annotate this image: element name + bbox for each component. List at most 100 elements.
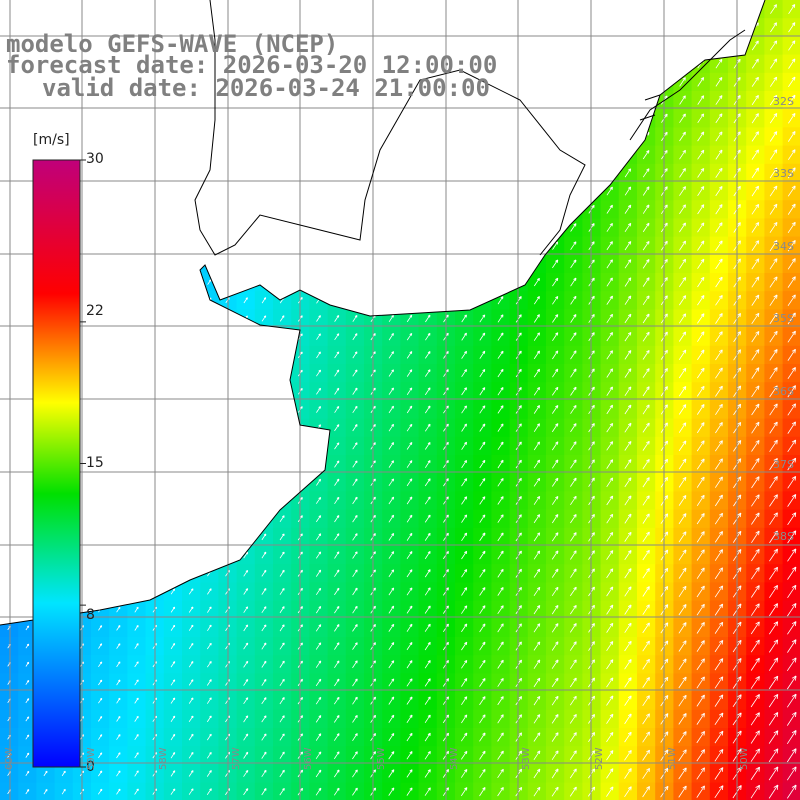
wind-cell: [0, 182, 19, 201]
wind-cell: [618, 400, 638, 420]
wind-arrow: [624, 204, 632, 214]
wind-cell: [418, 345, 438, 365]
wind-arrow: [261, 478, 267, 486]
wind-arrow: [570, 132, 577, 141]
wind-cell: [582, 54, 602, 74]
wind-arrow: [552, 332, 559, 342]
wind-cell: [327, 655, 347, 674]
wind-arrow: [570, 4, 577, 14]
wind-arrow: [533, 786, 541, 797]
wind-arrow: [769, 494, 778, 507]
wind-cell: [382, 218, 401, 238]
lat-label-37s: 37S: [773, 458, 794, 471]
wind-cell: [291, 455, 310, 474]
wind-arrow: [497, 696, 504, 706]
wind-cell: [273, 364, 292, 383]
wind-cell: [655, 618, 674, 638]
wind-arrow: [352, 642, 358, 650]
wind-cell: [327, 163, 347, 183]
lon-label-59w: 59W: [86, 747, 97, 770]
wind-arrow: [188, 606, 194, 613]
wind-cell: [236, 618, 256, 638]
wind-cell: [109, 291, 128, 310]
wind-arrow: [261, 788, 267, 796]
wind-arrow: [315, 624, 322, 632]
wind-cell: [91, 418, 110, 438]
wind-arrow: [43, 770, 48, 777]
wind-arrow: [25, 207, 29, 212]
wind-cell: [18, 655, 37, 674]
wind-arrow: [497, 587, 504, 596]
wind-cell: [764, 54, 784, 74]
wind-arrow: [696, 621, 705, 634]
wind-arrow: [207, 424, 212, 431]
wind-arrow: [461, 150, 467, 159]
wind-cell: [254, 418, 274, 438]
wind-cell: [309, 309, 329, 329]
wind-arrow: [570, 477, 577, 487]
wind-arrow: [751, 403, 760, 416]
wind-arrow: [515, 605, 522, 615]
wind-cell: [327, 418, 347, 438]
wind-cell: [91, 200, 110, 219]
wind-arrow: [461, 205, 467, 214]
wind-arrow: [388, 5, 394, 13]
wind-cell: [163, 746, 183, 765]
wind-cell: [91, 436, 110, 456]
wind-arrow: [388, 369, 394, 377]
wind-cell: [491, 254, 511, 274]
wind-arrow: [207, 151, 212, 158]
wind-arrow: [534, 132, 540, 141]
wind-cell: [655, 382, 674, 401]
lon-label-58w: 58W: [158, 747, 169, 770]
wind-cell: [637, 72, 656, 92]
wind-cell: [91, 546, 110, 565]
wind-arrow: [497, 187, 504, 196]
wind-cell: [109, 582, 128, 602]
wind-cell: [673, 600, 693, 620]
wind-cell: [345, 291, 365, 310]
wind-arrow: [714, 676, 724, 689]
wind-arrow: [461, 405, 467, 414]
wind-cell: [746, 364, 765, 383]
wind-arrow: [116, 679, 121, 686]
wind-cell: [91, 218, 110, 238]
wind-cell: [236, 491, 256, 511]
wind-arrow: [515, 5, 522, 13]
wind-cell: [273, 309, 292, 329]
wind-cell: [200, 709, 219, 729]
wind-arrow: [714, 440, 723, 452]
wind-cell: [182, 691, 201, 711]
wind-arrow: [206, 770, 212, 777]
wind-cell: [127, 236, 147, 256]
wind-cell: [637, 18, 656, 37]
wind-arrow: [116, 225, 121, 230]
wind-cell: [600, 291, 620, 310]
wind-arrow: [678, 440, 687, 452]
wind-arrow: [424, 660, 431, 669]
wind-cell: [200, 600, 219, 620]
wind-arrow: [170, 279, 175, 285]
wind-cell: [582, 382, 602, 401]
wind-cell: [564, 509, 583, 529]
wind-cell: [691, 400, 711, 420]
wind-arrow: [497, 496, 504, 505]
wind-arrow: [189, 406, 194, 413]
wind-arrow: [750, 748, 760, 762]
wind-cell: [418, 218, 438, 238]
wind-cell: [691, 273, 711, 292]
wind-arrow: [696, 585, 705, 598]
wind-arrow: [279, 515, 285, 523]
wind-cell: [382, 564, 401, 583]
wind-cell: [0, 546, 19, 565]
wind-cell: [691, 564, 711, 583]
wind-cell: [309, 364, 329, 383]
wind-cell: [527, 418, 547, 438]
wind-cell: [546, 673, 565, 693]
wind-arrow: [551, 441, 559, 451]
wind-cell: [200, 509, 219, 529]
wind-arrow: [243, 679, 249, 686]
wind-cell: [509, 72, 529, 92]
wind-cell: [673, 236, 693, 256]
wind-arrow: [334, 624, 340, 632]
